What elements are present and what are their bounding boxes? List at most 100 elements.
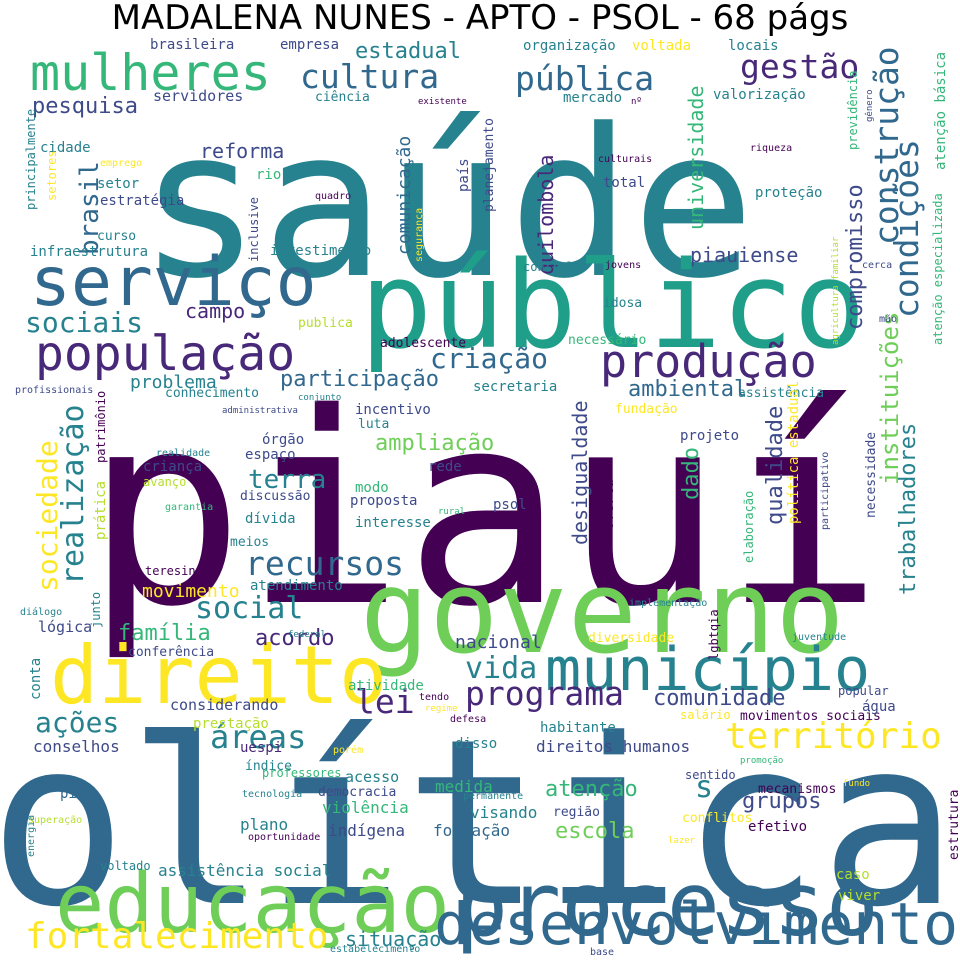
word-riqueza: riqueza bbox=[750, 143, 792, 154]
word-conjunto: conjunto bbox=[298, 393, 341, 403]
word-junto: junto bbox=[89, 592, 103, 628]
word-comunicação: comunicação bbox=[394, 136, 415, 255]
word-lei: lei bbox=[355, 682, 415, 721]
word-uespi: uespi bbox=[240, 740, 282, 756]
word-segurança: segurança bbox=[414, 208, 425, 262]
word-município: município bbox=[545, 635, 870, 705]
word-idosa: idosa bbox=[603, 296, 642, 311]
word-realidade: realidade bbox=[156, 448, 210, 459]
word-federal: federal bbox=[288, 630, 326, 640]
word-pib: pib bbox=[60, 786, 85, 802]
word-social: social bbox=[195, 591, 303, 626]
word-popular: popular bbox=[838, 684, 889, 698]
word-cultura: cultura bbox=[300, 57, 439, 96]
word-mão: mão bbox=[879, 314, 897, 325]
word-programa: programa bbox=[465, 674, 624, 713]
word-rural: rural bbox=[438, 507, 465, 517]
word-índice: índice bbox=[245, 759, 292, 774]
word-secretaria: secretaria bbox=[473, 379, 557, 395]
word-discussão: discussão bbox=[240, 489, 310, 504]
word-prática: prática bbox=[93, 481, 109, 540]
word-implementação: implementação bbox=[629, 598, 707, 609]
word-instituições: instituições bbox=[876, 312, 904, 485]
word-medida: medida bbox=[435, 777, 493, 796]
word-dívida: dívida bbox=[245, 511, 296, 527]
word-agricultura-familiar: agricultura familiar bbox=[831, 236, 841, 345]
word-fortalecimento: fortalecimento bbox=[25, 916, 328, 957]
word-estabelecimento: estabelecimento bbox=[330, 944, 420, 955]
word-política: política bbox=[0, 691, 958, 958]
word-política-estadual: política estadual bbox=[786, 381, 802, 524]
word-incentivo: incentivo bbox=[355, 402, 431, 418]
word-escola: escola bbox=[555, 819, 634, 844]
word-atenção: atenção bbox=[545, 777, 638, 802]
word-caso: caso bbox=[836, 867, 870, 883]
word-rede: rede bbox=[428, 459, 462, 475]
word-proposta: proposta bbox=[350, 493, 417, 509]
word-áreas: áreas bbox=[210, 718, 306, 756]
word-elaboração: elaboração bbox=[742, 491, 756, 563]
word-acesso: acesso bbox=[345, 768, 399, 786]
word-participativo: participativo bbox=[820, 452, 831, 530]
word-água: água bbox=[862, 699, 896, 715]
word-desenvolvimento: desenvolvimento bbox=[434, 890, 958, 958]
word-reforma: reforma bbox=[200, 139, 284, 163]
word-publica: publica bbox=[298, 316, 353, 331]
word-disso: disso bbox=[455, 736, 497, 752]
word-proteção: proteção bbox=[755, 185, 822, 201]
word-avanço: avanço bbox=[143, 475, 186, 489]
word-direitos-humanos: direitos humanos bbox=[536, 737, 690, 756]
word-conferência: conferência bbox=[128, 645, 214, 660]
word-meios: meios bbox=[230, 535, 269, 550]
word-sociedade: sociedade bbox=[31, 440, 64, 592]
word-serviço: serviço bbox=[30, 243, 317, 322]
word-atendimento: atendimento bbox=[250, 578, 343, 594]
word-população: população bbox=[35, 326, 295, 382]
word-voltada: voltada bbox=[632, 38, 691, 54]
word-diálogo: diálogo bbox=[20, 606, 62, 618]
word-produção: produção bbox=[600, 335, 817, 388]
word-ambiental: ambiental bbox=[628, 377, 747, 402]
word-tecnologia: tecnologia bbox=[242, 789, 302, 800]
word-psol: psol bbox=[493, 497, 527, 513]
word-fundo: fundo bbox=[843, 779, 870, 789]
word-existente: existente bbox=[418, 97, 467, 107]
word-atenção-especializada: atenção especializada bbox=[931, 193, 945, 345]
word-emprego: emprego bbox=[100, 158, 142, 169]
word-necessidade: necessidade bbox=[864, 432, 879, 518]
word-direito: direito bbox=[50, 629, 387, 722]
word-superação: superação bbox=[28, 815, 82, 826]
word-movimentos-sociais: movimentos sociais bbox=[740, 709, 881, 724]
word-piauiense: piauiense bbox=[690, 243, 798, 267]
word-estratégia: estratégia bbox=[100, 193, 184, 209]
word-patrimônio: patrimônio bbox=[94, 391, 108, 463]
word-território: território bbox=[725, 716, 942, 757]
word-trabalhadores: trabalhadores bbox=[896, 423, 921, 595]
word-movimento: movimento bbox=[142, 581, 240, 602]
word-viver: viver bbox=[838, 888, 880, 904]
word-governo: governo bbox=[360, 546, 845, 680]
word-prestação: prestação bbox=[193, 716, 269, 732]
word-nacional: nacional bbox=[455, 632, 542, 653]
word-conflitos: conflitos bbox=[682, 811, 752, 826]
word-dado: dado bbox=[679, 447, 704, 500]
word-total: total bbox=[603, 175, 645, 191]
word-condições: condições bbox=[887, 139, 926, 318]
word-modo: modo bbox=[355, 480, 389, 496]
word-país: país bbox=[456, 158, 472, 192]
word-situação: situação bbox=[345, 927, 441, 951]
word-conselhos: conselhos bbox=[33, 737, 120, 756]
word-setores: setores bbox=[45, 150, 59, 201]
word-universidade: universidade bbox=[684, 86, 708, 231]
word-projeto: projeto bbox=[680, 428, 739, 444]
word-brasil: brasil bbox=[75, 161, 105, 255]
word-estrutura: estrutura bbox=[947, 790, 960, 860]
word-construção: construção bbox=[867, 46, 906, 245]
word-visando: visando bbox=[470, 803, 537, 822]
word-porém: porém bbox=[333, 744, 363, 756]
word-locais: locais bbox=[728, 38, 779, 54]
word-diversidade: diversidade bbox=[588, 631, 674, 646]
word-indígena: indígena bbox=[328, 821, 405, 840]
